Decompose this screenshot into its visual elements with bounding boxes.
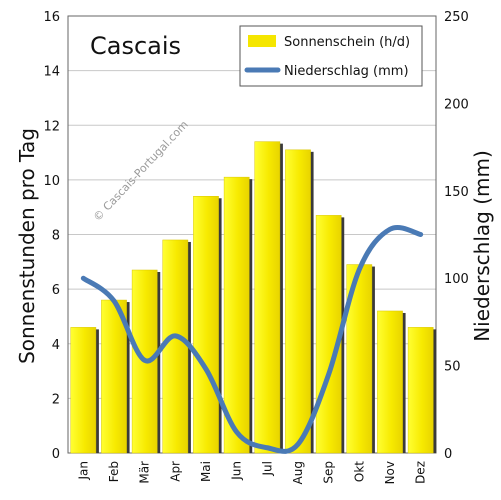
- chart-title: Cascais: [90, 32, 181, 60]
- legend-sunshine-swatch: [248, 35, 276, 47]
- x-tick-label: Jul: [260, 461, 274, 476]
- watermark: © Cascais-Portugal.com: [91, 118, 191, 224]
- left-tick-label: 8: [52, 229, 60, 244]
- legend: Sonnenschein (h/d) Niederschlag (mm): [239, 25, 423, 87]
- x-tick-label: Sep: [322, 461, 336, 484]
- sunshine-bar: [223, 176, 250, 454]
- x-tick-label: Dez: [414, 461, 428, 484]
- right-axis-title: Niederschlag (mm): [470, 150, 494, 342]
- legend-sunshine-label: Sonnenschein (h/d): [284, 35, 410, 50]
- left-tick-label: 14: [43, 65, 60, 80]
- left-axis-title: Sonnenstunden pro Tag: [15, 128, 39, 364]
- right-axis-ticks: 0 50 100 150 200 250: [444, 10, 469, 462]
- x-tick-label: Jan: [76, 461, 90, 481]
- left-tick-label: 2: [52, 392, 60, 407]
- right-tick-label: 150: [444, 185, 469, 200]
- x-tick-label: Mär: [138, 461, 152, 484]
- right-tick-label: 200: [444, 97, 469, 112]
- x-tick-label: Feb: [107, 461, 121, 482]
- left-tick-label: 16: [43, 10, 60, 25]
- left-tick-label: 4: [52, 338, 60, 353]
- sunshine-bars: [70, 141, 437, 454]
- x-tick-label: Okt: [352, 461, 366, 482]
- sunshine-bar: [407, 327, 434, 454]
- sunshine-bar: [70, 327, 97, 454]
- left-axis-ticks: 0 2 4 6 8 10 12 14 16: [43, 10, 60, 462]
- legend-precipitation-label: Niederschlag (mm): [284, 64, 409, 79]
- x-tick-label: Nov: [383, 461, 397, 484]
- right-tick-label: 0: [444, 447, 452, 462]
- right-tick-label: 100: [444, 272, 469, 287]
- x-axis-ticks: Jan Feb Mär Apr Mai Jun Jul Aug Sep Okt Nov Dez: [76, 461, 427, 485]
- sunshine-bar: [285, 149, 311, 454]
- sunshine-bar: [162, 239, 189, 454]
- x-tick-label: Jun: [230, 461, 244, 481]
- x-tick-label: Mai: [199, 461, 213, 482]
- left-tick-label: 0: [52, 447, 60, 462]
- sunshine-bar: [254, 141, 281, 454]
- x-tick-label: Apr: [168, 461, 182, 482]
- precipitation-line: [80, 224, 424, 454]
- right-tick-label: 250: [444, 10, 469, 25]
- sunshine-bar: [377, 310, 403, 454]
- x-tick-label: Aug: [291, 461, 305, 484]
- right-tick-label: 50: [444, 360, 461, 375]
- sunshine-bar: [315, 215, 342, 454]
- left-tick-label: 10: [43, 174, 60, 189]
- left-tick-label: 12: [43, 119, 60, 134]
- sunshine-bar: [193, 196, 219, 454]
- left-tick-label: 6: [52, 283, 60, 298]
